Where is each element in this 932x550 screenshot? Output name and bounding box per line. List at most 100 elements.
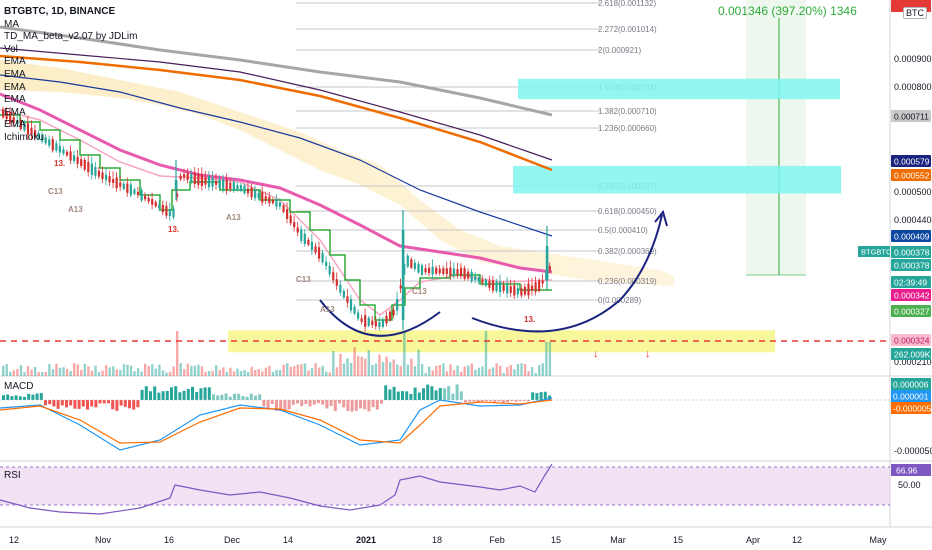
legend-item[interactable]: EMA [4,81,26,93]
macd-badge-label: 0.000001 [893,392,929,402]
volume-bar [9,371,12,376]
currency-label[interactable]: BTC [903,7,927,19]
macd-histogram-bar [514,400,518,402]
macd-badge [891,378,931,390]
legend-item[interactable]: MA [4,18,19,30]
signal-line [0,399,553,444]
candle-body [179,175,182,180]
volume-bar [140,371,143,376]
macd-histogram-bar [409,393,413,400]
price-badge [891,169,931,181]
candle-body [151,199,154,205]
candle-body [136,191,140,196]
macd-histogram-bar [161,391,165,400]
candle-body [172,208,175,218]
legend-item[interactable]: TD_MA_beta_v2.07 by JDLim [4,31,138,43]
volume-bar [55,363,58,376]
volume-bar [286,363,289,376]
macd-histogram-bar [207,387,211,400]
legend-item[interactable]: Vol [4,43,18,55]
macd-histogram-bar [149,391,152,400]
cup-left-arc [319,299,441,337]
macd-histogram-bar [350,400,354,412]
candle-body [435,267,438,274]
candle-body [9,112,12,124]
volume-bar [186,363,189,376]
legend-item[interactable]: Ichimoku [4,131,45,143]
macd-histogram-bar [300,400,304,407]
macd-histogram-bar [237,393,241,400]
volume-bar [406,364,410,376]
volume-bar [456,365,459,376]
candle-body [374,321,377,327]
volume-bar [115,369,118,376]
macd-histogram-bar [86,400,89,410]
volume-bar [41,372,44,376]
candle-body [232,182,235,192]
legend-item[interactable]: EMA [4,56,26,68]
volume-bar [388,362,392,376]
candle-body [243,185,246,194]
macd-histogram-bar [241,396,245,400]
legend-item[interactable]: EMA [4,68,26,80]
x-tick-label: Dec [224,535,241,545]
candle-body [357,312,360,319]
td-marker: C13 [48,187,63,196]
x-tick-label: 14 [283,535,293,545]
legend-item[interactable]: EMA [4,106,26,118]
macd-histogram-bar [31,394,35,400]
candle-body [48,139,51,146]
candle-body [154,201,157,207]
volume-bar [420,364,424,376]
volume-bar [33,366,37,376]
macd-badge [891,390,931,402]
candle-body [459,267,463,277]
macd-histogram-bar [333,400,337,411]
volume-bar [133,371,136,376]
volume-bar [257,368,260,376]
candle-body [548,266,551,271]
volume-bar [488,368,491,376]
td-marker: C13 [412,287,427,296]
volume-bar [275,369,278,376]
candle-body [197,173,200,185]
candle-body [335,279,338,286]
rsi-line [0,463,553,515]
candle-body [108,176,111,183]
macd-axis-tick: -0.000050 [894,446,932,456]
candle-body [278,202,282,207]
volume-bar [367,350,371,376]
volume-bar [165,372,168,376]
legend-item[interactable]: EMA [4,94,26,106]
macd-histogram-bar [69,400,73,406]
macd-histogram-bar [245,396,249,400]
macd-histogram-bar [531,392,535,400]
legend-item[interactable]: EMA [4,119,26,131]
macd-histogram-bar [384,385,388,400]
candle-body [456,269,459,275]
candle-body [286,209,289,219]
macd-histogram-bar [254,395,257,400]
volume-bar [527,371,530,376]
volume-bar [136,368,140,376]
candle-body [438,268,441,274]
macd-line [0,397,553,451]
macd-histogram-bar [476,400,480,403]
chart-title: BTGBTC, 1D, BINANCE [4,6,116,17]
price-badge [891,289,931,301]
macd-histogram-bar [94,400,98,408]
candle-body [261,191,264,203]
macd-histogram-bar [308,400,312,407]
candle-body [445,268,448,275]
y-tick-label: 0.000900 [894,54,932,64]
td-marker: C13 [296,275,311,284]
candle-body [51,139,54,151]
macd-histogram-bar [132,400,136,410]
candle-body [428,267,431,274]
candle-body [211,177,214,187]
macd-histogram-bar [275,400,278,411]
macd-histogram-bar [396,391,400,400]
support-zone [228,330,775,353]
macd-histogram-bar [270,400,274,405]
candle-body [236,185,239,190]
